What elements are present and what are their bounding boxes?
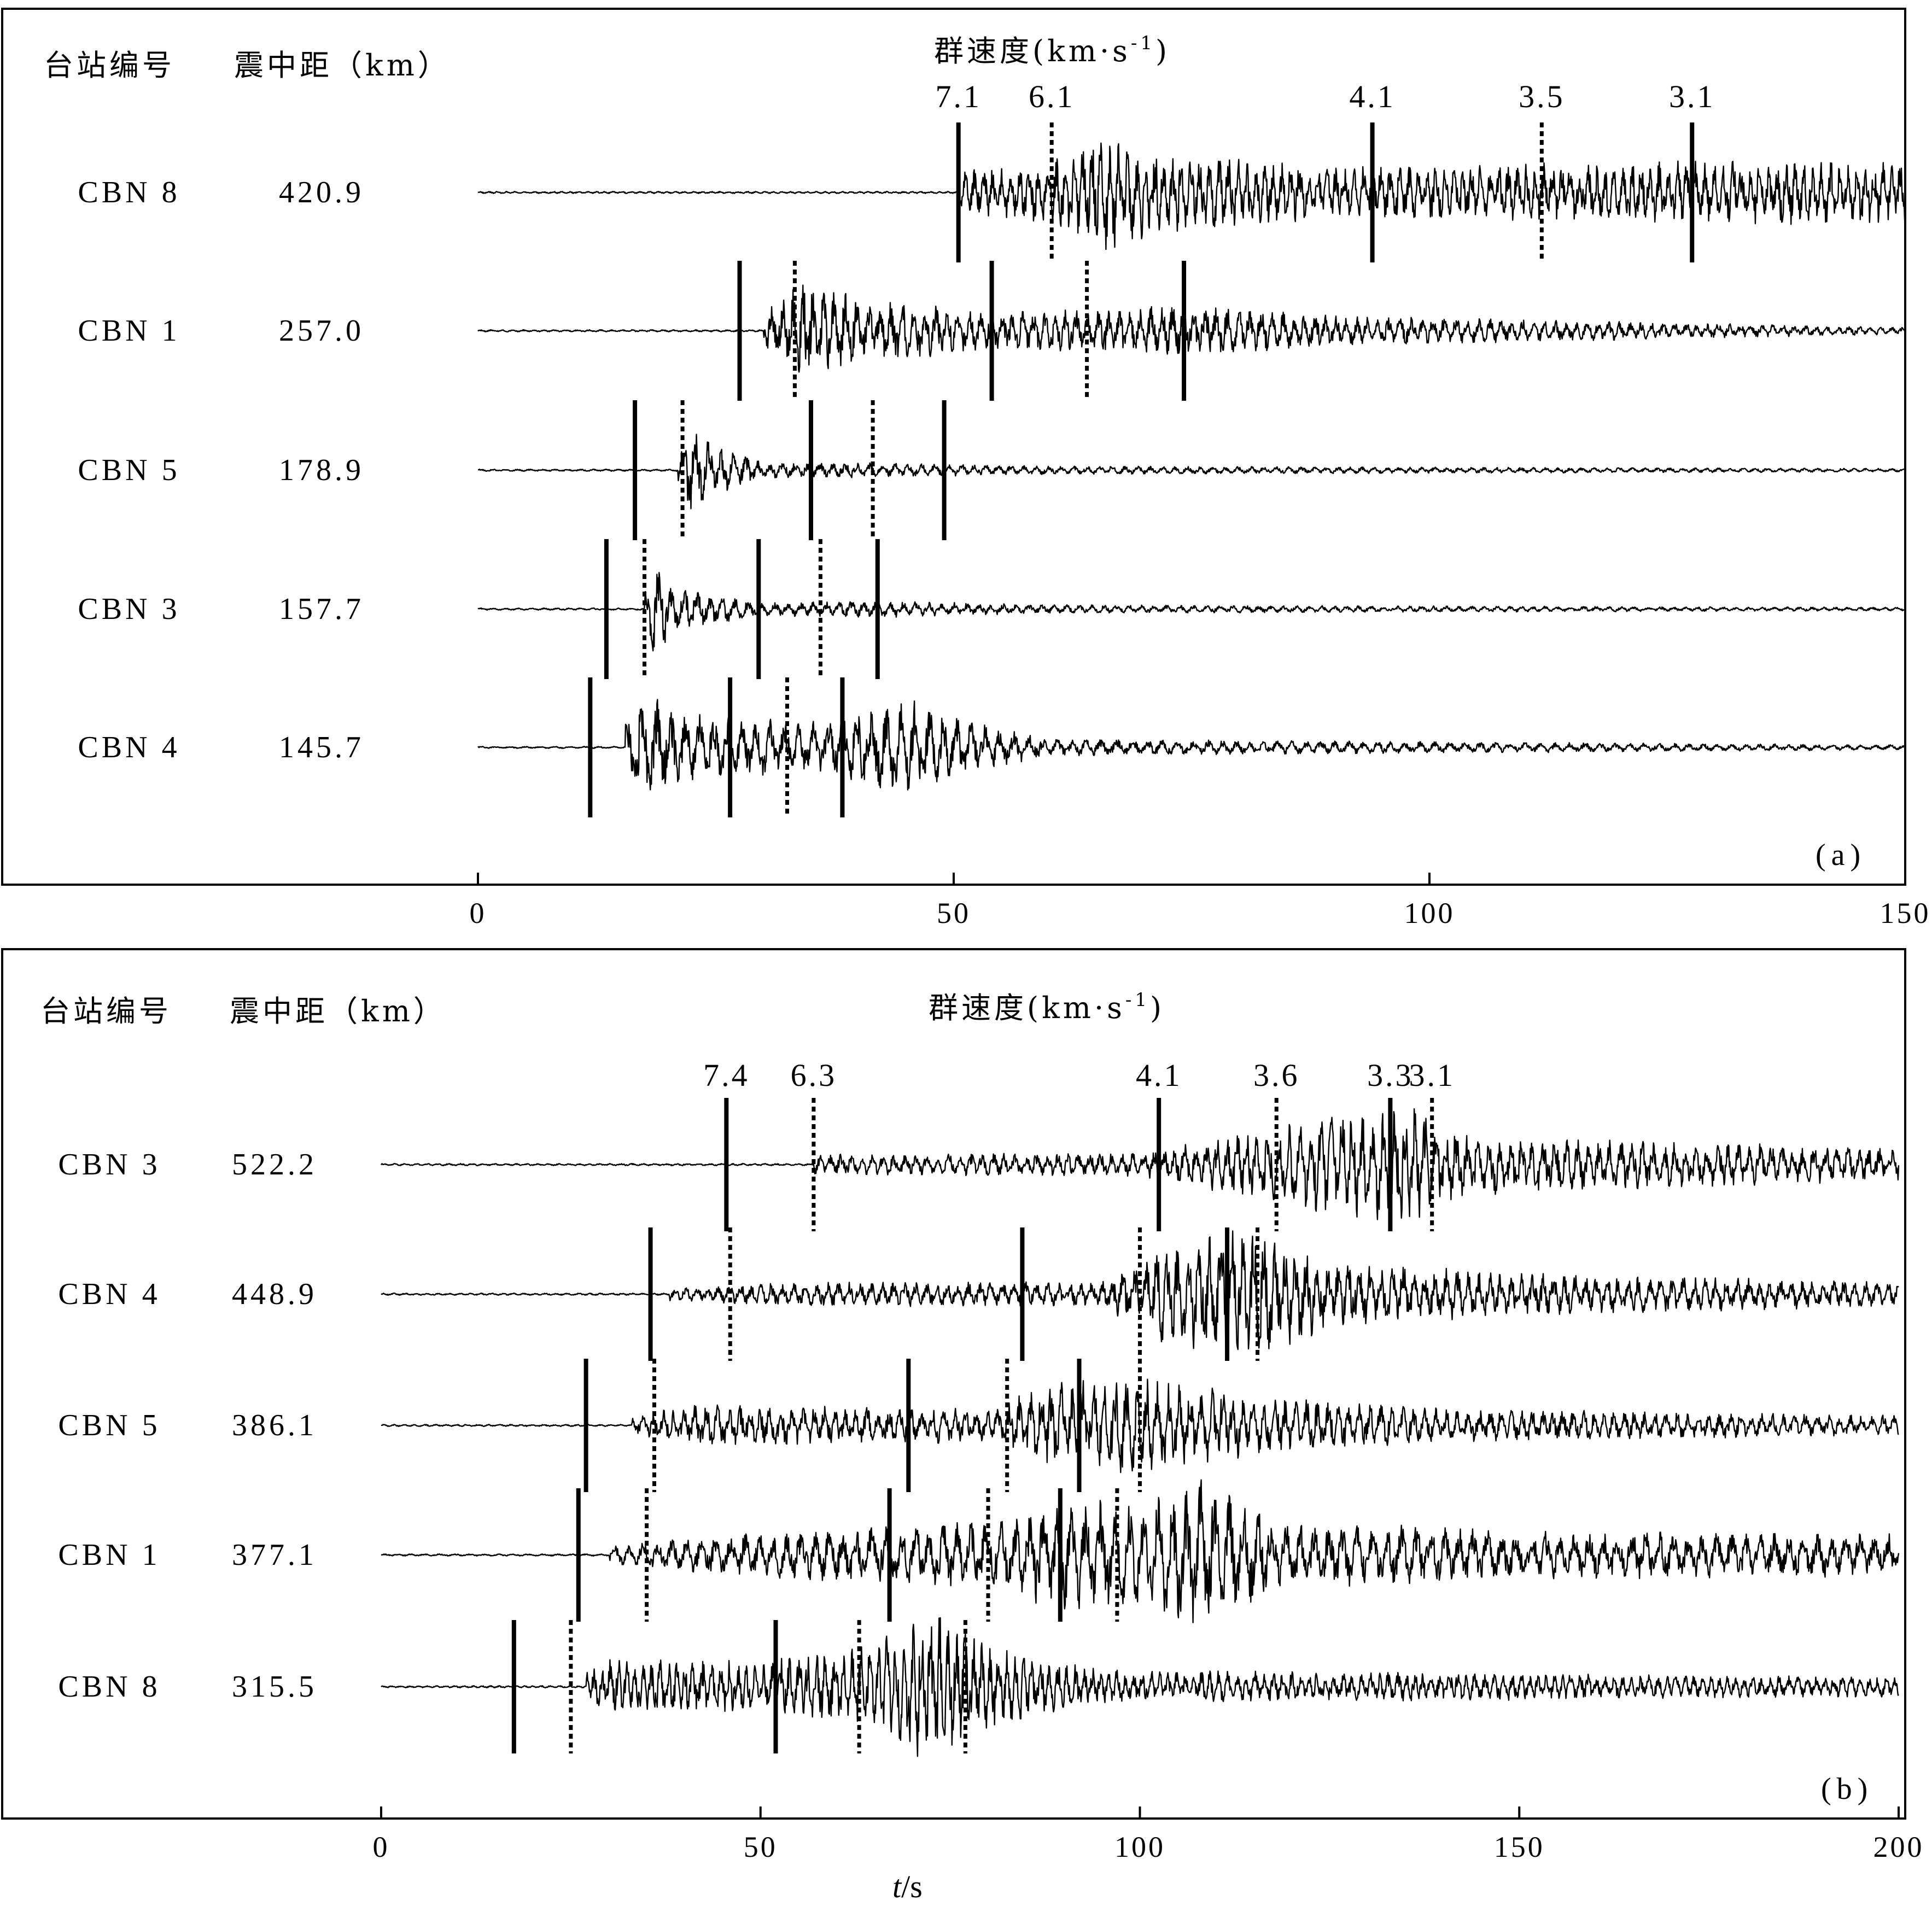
x-tick-label: 50	[744, 1831, 778, 1863]
panel-a-traces: CBN 8 420.9 CBN 1 257.0 CBN 5 178.9 CBN 3 157.7…	[78, 122, 1906, 817]
station-name: CBN 3	[78, 592, 180, 626]
x-axis-title-unit: /s	[901, 1869, 923, 1904]
waveform-trace	[380, 1108, 1900, 1220]
station-name: CBN 5	[78, 453, 180, 487]
panel-a-velocity-labels: 7.1 6.1 4.1 3.5 3.1	[935, 79, 1715, 114]
station-name: CBN 3	[58, 1148, 160, 1182]
x-tick-label: 150	[1494, 1831, 1545, 1863]
velocity-label: 7.4	[703, 1057, 750, 1093]
x-tick-label: 150	[1880, 897, 1931, 929]
station-name: CBN 8	[58, 1670, 160, 1704]
station-name: CBN 4	[58, 1277, 160, 1311]
x-axis-title: t/s	[892, 1869, 923, 1904]
panel-a-velocity-header-sup: -1	[1131, 32, 1155, 54]
epicentral-distance: 386.1	[232, 1408, 317, 1442]
epicentral-distance: 420.9	[279, 176, 364, 209]
panel-b-velocity-header: 群速度(km·s-1)	[929, 989, 1165, 1025]
panel-a-label: (a)	[1816, 838, 1866, 872]
x-tick-label: 100	[1114, 1831, 1165, 1863]
epicentral-distance: 315.5	[232, 1670, 317, 1704]
velocity-label: 3.5	[1519, 79, 1565, 114]
x-axis-title-italic: t	[892, 1869, 902, 1904]
velocity-label: 6.1	[1029, 79, 1075, 114]
waveform-trace	[477, 699, 1906, 791]
station-name: CBN 8	[78, 176, 180, 209]
station-name: CBN 1	[78, 314, 180, 348]
station-name: CBN 1	[58, 1538, 160, 1572]
velocity-label: 4.1	[1136, 1057, 1182, 1093]
epicentral-distance: 145.7	[279, 730, 364, 764]
station-name: CBN 5	[58, 1408, 160, 1442]
waveform-trace	[477, 284, 1906, 373]
velocity-label: 6.3	[791, 1057, 837, 1093]
panel-b-velocity-header-close: )	[1150, 991, 1165, 1025]
x-tick-label: 100	[1404, 897, 1455, 929]
panel-b: 台站编号 震中距（km） 群速度(km·s-1) 7.4 6.3 4.1 3.6 3.3…	[1, 948, 1924, 1904]
trace-row: CBN 4 145.7	[78, 677, 1906, 817]
waveform-trace	[381, 1617, 1899, 1757]
waveform-trace	[381, 1479, 1900, 1623]
velocity-label: 3.3	[1367, 1057, 1414, 1093]
epicentral-distance: 448.9	[232, 1277, 317, 1311]
panel-a-velocity-header: 群速度(km·s-1)	[934, 32, 1170, 68]
trace-row: CBN 5 386.1	[58, 1359, 1899, 1492]
velocity-label: 3.6	[1253, 1057, 1300, 1093]
panel-b-station-header: 台站编号	[40, 994, 172, 1028]
panel-a-station-header: 台站编号	[44, 48, 175, 83]
panel-b-distance-header: 震中距（km）	[230, 994, 446, 1028]
trace-row: CBN 5 178.9	[78, 400, 1906, 540]
velocity-label: 4.1	[1349, 79, 1396, 114]
panel-a-x-axis: 0 50 100 150	[470, 873, 1931, 929]
epicentral-distance: 377.1	[232, 1538, 317, 1572]
x-tick-label: 50	[937, 897, 971, 929]
panel-b-velocity-header-text: 群速度(km·s	[929, 991, 1125, 1025]
epicentral-distance: 257.0	[279, 314, 364, 348]
panel-a: 台站编号 震中距（km） 群速度(km·s-1) 7.1 6.1 4.1 3.5 3.1…	[1, 8, 1931, 929]
panel-b-traces: CBN 3 522.2 CBN 4 448.9 CBN 5 386.1 CBN 1 377.1…	[58, 1098, 1900, 1757]
panel-b-label: (b)	[1821, 1772, 1873, 1806]
x-tick-label: 200	[1873, 1831, 1924, 1863]
station-name: CBN 4	[78, 730, 180, 764]
panel-a-velocity-header-text: 群速度(km·s	[934, 34, 1131, 68]
panel-b-frame	[1, 948, 1906, 1820]
trace-row: CBN 1 257.0	[78, 261, 1906, 401]
epicentral-distance: 178.9	[279, 453, 364, 487]
velocity-label: 3.1	[1669, 79, 1715, 114]
trace-row: CBN 3 522.2	[58, 1098, 1900, 1231]
velocity-label: 7.1	[935, 79, 982, 114]
panel-a-velocity-header-close: )	[1155, 34, 1170, 68]
waveform-trace	[477, 571, 1906, 652]
waveform-trace	[477, 434, 1906, 510]
panel-a-distance-header: 震中距（km）	[234, 48, 451, 83]
trace-row: CBN 4 448.9	[58, 1227, 1899, 1361]
waveform-trace	[477, 142, 1906, 250]
x-tick-label: 0	[470, 897, 487, 929]
velocity-label: 3.1	[1409, 1057, 1455, 1093]
panel-b-x-axis: 0 50 100 150 200	[373, 1806, 1924, 1863]
panel-b-velocity-labels: 7.4 6.3 4.1 3.6 3.33.1	[703, 1057, 1455, 1093]
trace-row: CBN 8 420.9	[78, 122, 1906, 262]
epicentral-distance: 157.7	[279, 592, 364, 626]
trace-row: CBN 8 315.5	[58, 1617, 1899, 1757]
panel-b-velocity-header-sup: -1	[1125, 989, 1150, 1011]
trace-row: CBN 1 377.1	[58, 1479, 1900, 1623]
trace-row: CBN 3 157.7	[78, 539, 1906, 679]
x-tick-label: 0	[373, 1831, 390, 1863]
epicentral-distance: 522.2	[232, 1148, 317, 1182]
